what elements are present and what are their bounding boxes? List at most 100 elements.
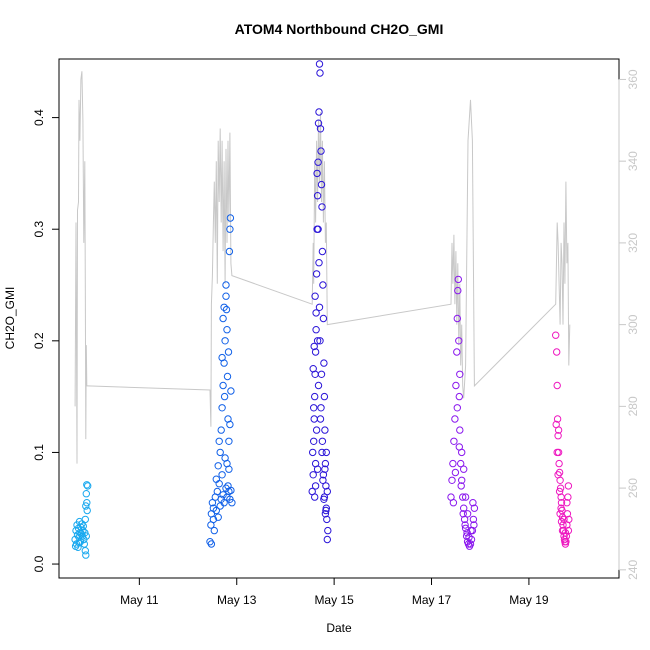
data-point-series-5 xyxy=(563,510,572,518)
y2-tick-label: 300 xyxy=(626,314,640,334)
data-point-series-3 xyxy=(318,247,327,256)
data-point-series-4 xyxy=(470,521,478,529)
data-point-series-2 xyxy=(222,281,230,289)
data-point-series-3 xyxy=(313,337,322,345)
data-point-series-4 xyxy=(449,499,458,507)
data-point-series-4 xyxy=(460,504,468,512)
data-point-series-4 xyxy=(467,535,476,544)
x-tick-label: May 13 xyxy=(217,593,257,607)
y-axis-label: CH2O_GMI xyxy=(3,287,17,350)
data-point-series-4 xyxy=(450,437,458,445)
data-point-series-2 xyxy=(220,392,229,401)
data-point-series-4 xyxy=(451,415,459,423)
data-point-series-3 xyxy=(316,337,324,345)
data-point-series-4 xyxy=(451,468,460,477)
data-point-series-4 xyxy=(458,476,466,484)
y2-tick-label: 320 xyxy=(626,233,640,253)
data-point-series-2 xyxy=(226,225,234,233)
data-point-series-3 xyxy=(314,158,322,166)
data-point-series-2 xyxy=(218,404,226,412)
x-axis: May 11 May 13 May 15 May 17 May 19 xyxy=(120,577,549,607)
data-point-series-5 xyxy=(565,515,573,524)
data-point-series-5 xyxy=(560,515,568,524)
data-point-series-2 xyxy=(220,303,228,311)
data-point-series-5 xyxy=(564,526,573,535)
data-point-series-2 xyxy=(225,437,233,445)
data-point-series-3 xyxy=(318,437,327,445)
data-point-series-3 xyxy=(324,526,332,535)
data-point-series-4 xyxy=(466,540,475,548)
data-point-series-3 xyxy=(310,437,318,445)
data-point-series-4 xyxy=(454,275,462,284)
data-point-series-1 xyxy=(83,506,91,515)
data-point-series-2 xyxy=(225,465,233,473)
data-point-series-3 xyxy=(313,192,322,200)
data-point-series-3 xyxy=(321,510,330,518)
data-point-series-4 xyxy=(460,515,469,524)
data-point-series-3 xyxy=(312,426,321,434)
data-point-series-5 xyxy=(554,471,562,479)
data-point-series-4 xyxy=(452,381,460,390)
data-point-series-3 xyxy=(309,448,317,457)
data-point-series-2 xyxy=(228,499,236,507)
data-point-series-3 xyxy=(312,309,320,317)
data-point-series-4 xyxy=(461,521,469,529)
data-point-series-3 xyxy=(323,487,331,496)
data-point-series-3 xyxy=(317,404,325,412)
data-point-series-3 xyxy=(321,426,329,434)
data-point-series-2 xyxy=(220,499,228,507)
y-tick-label: 0.4 xyxy=(32,109,46,126)
y2-tick-label: 280 xyxy=(626,396,640,416)
data-point-series-4 xyxy=(461,493,470,501)
y-axis-left: 0.0 0.1 0.2 0.3 0.4 xyxy=(32,109,60,572)
data-point-series-3 xyxy=(320,359,328,367)
data-point-series-2 xyxy=(218,471,226,479)
data-point-series-1 xyxy=(83,481,91,489)
data-point-series-4 xyxy=(448,476,456,484)
data-point-series-5 xyxy=(552,331,560,339)
data-point-series-3 xyxy=(316,125,325,133)
y2-tick-label: 340 xyxy=(626,151,640,171)
data-point-series-3 xyxy=(315,108,323,116)
data-point-series-1 xyxy=(83,499,91,507)
data-point-series-2 xyxy=(212,475,221,483)
data-point-series-3 xyxy=(320,495,328,503)
data-point-series-4 xyxy=(453,404,461,412)
data-point-series-5 xyxy=(557,517,566,526)
data-point-series-2 xyxy=(221,337,229,345)
data-point-series-3 xyxy=(322,448,330,457)
data-point-series-5 xyxy=(556,510,564,518)
data-point-series-5 xyxy=(557,499,566,507)
data-point-series-3 xyxy=(317,370,326,378)
data-point-series-4 xyxy=(469,515,478,524)
data-point-series-5 xyxy=(564,493,572,501)
data-point-series-1 xyxy=(82,490,91,498)
data-point-series-1 xyxy=(81,547,90,555)
x-tick-label: May 15 xyxy=(314,593,354,607)
data-point-series-3 xyxy=(316,69,324,77)
data-point-series-2 xyxy=(216,448,224,457)
data-point-series-4 xyxy=(463,510,472,518)
x-tick-label: May 19 xyxy=(509,593,549,607)
altitude-line-layer xyxy=(74,71,571,464)
data-point-series-3 xyxy=(321,465,329,473)
data-point-series-4 xyxy=(456,370,464,378)
data-point-series-1 xyxy=(82,502,90,510)
data-point-series-2 xyxy=(218,353,226,362)
data-point-series-3 xyxy=(313,169,321,178)
y-tick-label: 0.3 xyxy=(32,221,46,238)
data-point-series-3 xyxy=(319,314,328,323)
data-point-series-4 xyxy=(459,493,467,501)
data-point-series-5 xyxy=(553,381,561,390)
data-point-series-3 xyxy=(323,515,331,524)
chart-title: ATOM4 Northbound CH2O_GMI xyxy=(235,21,444,37)
data-point-series-2 xyxy=(225,247,234,256)
data-point-series-2 xyxy=(222,292,230,300)
data-point-series-3 xyxy=(315,303,324,311)
data-point-series-5 xyxy=(553,448,561,457)
altitude-line xyxy=(74,71,571,464)
data-point-series-2 xyxy=(213,487,222,496)
data-point-series-3 xyxy=(321,459,330,468)
data-point-series-2 xyxy=(227,387,235,395)
data-point-series-3 xyxy=(311,348,320,356)
